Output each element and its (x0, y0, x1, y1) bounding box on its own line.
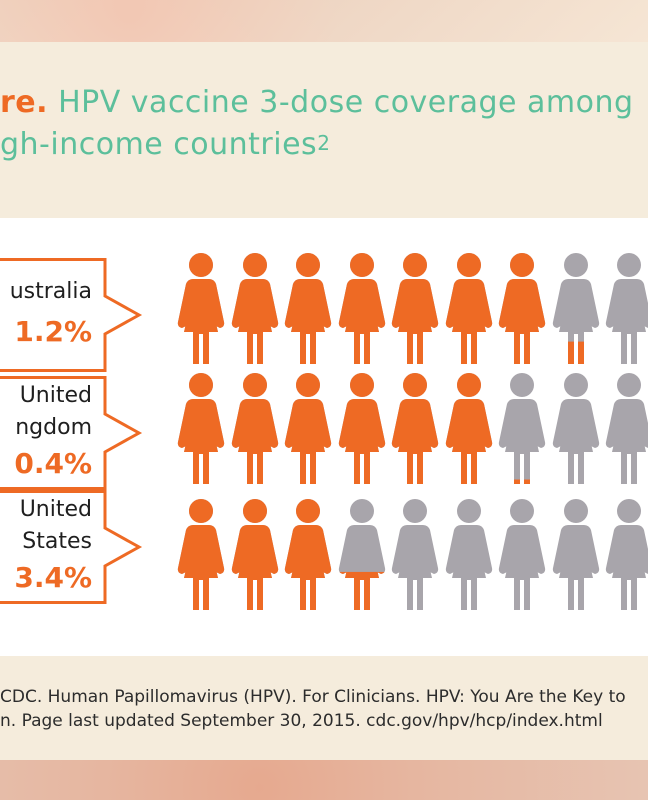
vaccinated-fill (338, 373, 385, 484)
vaccinated-fill (391, 373, 439, 484)
person-figure (445, 499, 492, 610)
country-name: United (19, 497, 92, 522)
vaccinated-fill (338, 571, 385, 610)
country-name: ustralia (9, 279, 92, 304)
vaccinated-fill (284, 499, 332, 610)
vaccinated-fill (231, 499, 278, 610)
vaccinated-fill (445, 373, 492, 484)
vaccinated-fill (445, 253, 492, 364)
person-figure (552, 373, 599, 484)
country-label-box: ustralia 1.2% (0, 258, 106, 372)
vaccinated-fill (284, 373, 332, 484)
background-bottom-band (0, 760, 648, 800)
person-figure (338, 253, 385, 364)
person-figure (498, 499, 546, 610)
person-figure (391, 253, 439, 364)
person-figure (177, 253, 225, 364)
person-figure (177, 373, 225, 484)
person-figure (605, 253, 648, 364)
person-figure (445, 253, 492, 364)
coverage-percent: 0.4% (14, 447, 92, 480)
person-figure (338, 499, 385, 610)
vaccinated-fill (177, 253, 225, 364)
vaccinated-fill (177, 373, 225, 484)
country-label-box: United ngdom 0.4% (0, 376, 106, 490)
title-superscript: 2 (317, 131, 331, 155)
person-figure (231, 373, 278, 484)
person-figure (552, 253, 599, 364)
chart-area: ustralia 1.2% United ngdom 0.4% United States 3… (0, 218, 648, 656)
person-figure (284, 373, 332, 484)
vaccinated-fill (391, 253, 439, 364)
country-name: United (19, 383, 92, 408)
coverage-percent: 3.4% (14, 561, 92, 594)
vaccinated-fill (177, 499, 225, 610)
background-top-band (0, 0, 648, 42)
country-name: ngdom (15, 415, 92, 440)
title-text-1: HPV vaccine 3-dose coverage among (58, 85, 634, 120)
person-figure (231, 253, 278, 364)
vaccinated-fill (231, 373, 278, 484)
country-label-box: United States 3.4% (0, 490, 106, 604)
label-arrow (103, 258, 143, 372)
title-lead: re. (0, 85, 49, 120)
person-figure (552, 499, 599, 610)
person-figure (284, 253, 332, 364)
person-figure (391, 499, 439, 610)
vaccinated-fill (284, 253, 332, 364)
footnote-line-2: n. Page last updated September 30, 2015.… (0, 711, 603, 731)
vaccinated-fill (498, 253, 546, 364)
vaccinated-fill (231, 253, 278, 364)
person-figure (391, 373, 439, 484)
coverage-percent: 1.2% (14, 315, 92, 348)
vaccinated-fill (552, 341, 599, 364)
footnote-line-1: CDC. Human Papillomavirus (HPV). For Cli… (0, 687, 626, 707)
footnote: CDC. Human Papillomavirus (HPV). For Cli… (0, 685, 648, 733)
person-figure (498, 373, 546, 484)
person-figure (338, 373, 385, 484)
country-name: States (22, 529, 92, 554)
vaccinated-fill (338, 253, 385, 364)
person-figure (231, 499, 278, 610)
chart-title-line-1: re. HPV vaccine 3-dose coverage among (0, 86, 634, 120)
person-figure (498, 253, 546, 364)
person-figure (177, 499, 225, 610)
person-figure (605, 373, 648, 484)
person-figure (284, 499, 332, 610)
label-arrow (103, 490, 143, 604)
title-text-2: gh-income countries (0, 127, 318, 162)
label-arrow (103, 376, 143, 490)
chart-title-line-2: gh-income countries2 (0, 128, 330, 162)
person-figure (445, 373, 492, 484)
vaccinated-fill (498, 479, 546, 484)
person-figure (605, 499, 648, 610)
